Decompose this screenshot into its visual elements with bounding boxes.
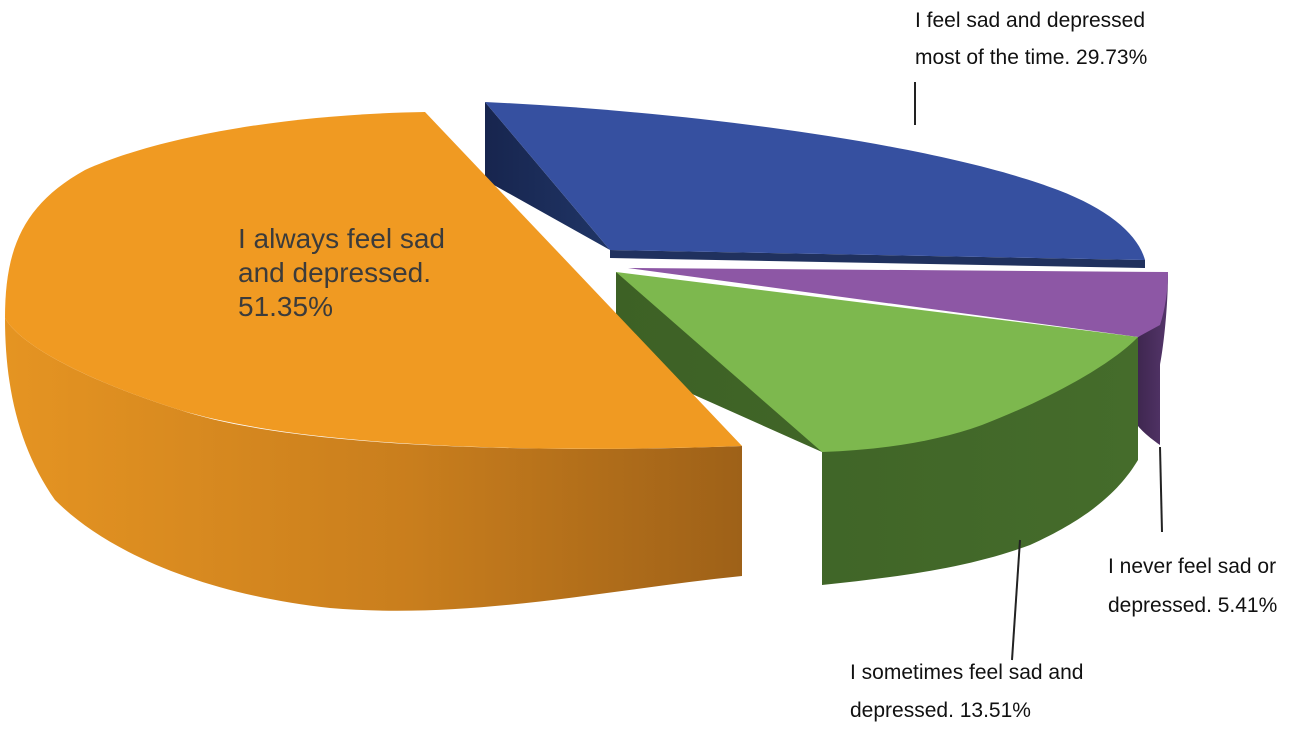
slice-label-always-line-3: 51.35% [238, 291, 333, 322]
slice-side-most-of-the-time [485, 102, 610, 340]
slice-top-never [628, 268, 1168, 337]
slice-label-always-line-2: and depressed. [238, 257, 431, 288]
slice-label-sometimes-line-2: depressed. 13.51% [850, 699, 1031, 722]
slice-label-never-line-2: depressed. 5.41% [1108, 594, 1277, 617]
slice-label-never-line-1: I never feel sad or [1108, 555, 1276, 578]
slice-label-most-of-the-time: I feel sad and depressed most of the tim… [915, 9, 1151, 69]
pie-slice-always [5, 112, 742, 611]
slice-edge-most-of-the-time [610, 250, 1145, 268]
pie-slice-sometimes [616, 272, 1138, 585]
pie-slice-never [628, 268, 1168, 445]
slice-label-most-of-the-time-line-2: most of the time. 29.73% [915, 46, 1147, 69]
leader-line-sometimes [1011, 539, 1021, 661]
slice-label-sometimes: I sometimes feel sad and depressed. 13.5… [850, 661, 1089, 722]
slice-label-always: I always feel sad and depressed. 51.35% [238, 223, 453, 322]
slice-side-always [5, 318, 742, 611]
slice-label-never: I never feel sad or depressed. 5.41% [1108, 555, 1282, 617]
pie-slice-most-of-the-time [485, 102, 1145, 340]
slice-top-always [5, 112, 742, 449]
leader-line-never [1159, 446, 1163, 533]
slice-label-most-of-the-time-line-1: I feel sad and depressed [915, 9, 1145, 32]
slice-label-sometimes-line-1: I sometimes feel sad and [850, 661, 1083, 684]
slice-top-most-of-the-time [485, 102, 1145, 260]
slice-label-always-line-1: I always feel sad [238, 223, 445, 254]
slice-top-sometimes [616, 272, 1138, 452]
